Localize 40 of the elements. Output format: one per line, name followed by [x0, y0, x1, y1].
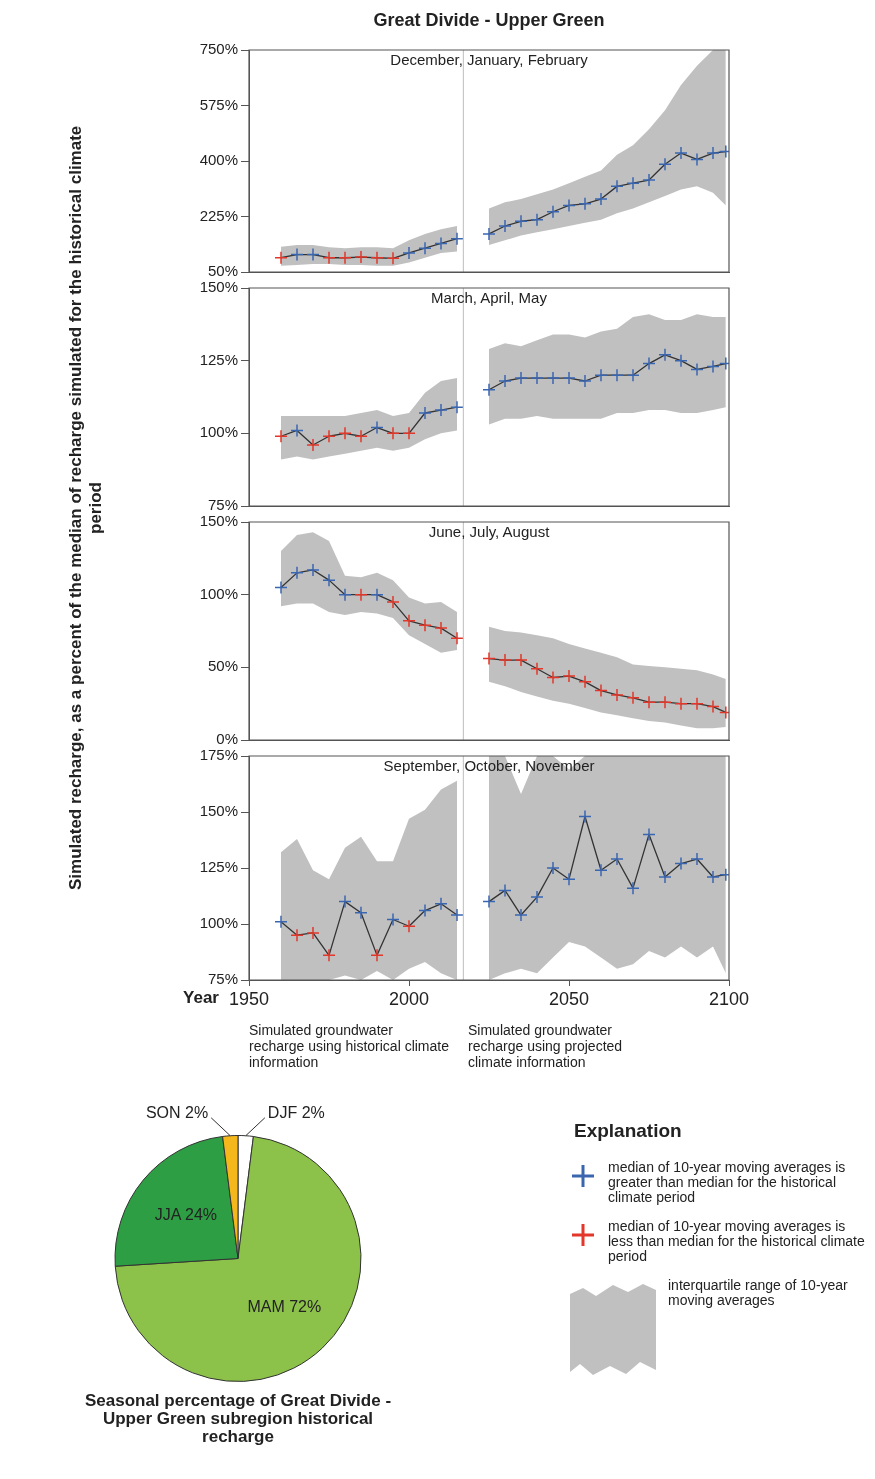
- y-tick-label: 125%: [199, 350, 238, 368]
- chart-title: March, April, May: [431, 288, 548, 306]
- x-axis-title: Year: [183, 988, 220, 1008]
- y-tick-label: 575%: [199, 95, 238, 113]
- y-tick-label: 100%: [199, 423, 238, 441]
- y-tick-label: 400%: [199, 151, 238, 169]
- y-tick-label: 50%: [207, 657, 238, 675]
- text: interquartile range of 10-year moving averages: [668, 1277, 849, 1308]
- y-tick-label: 150%: [199, 278, 238, 296]
- y-tick-label: 125%: [199, 858, 238, 876]
- slice-label: SON 2%: [145, 1104, 209, 1122]
- y-tick-label: 75%: [207, 496, 238, 514]
- text: Simulated groundwater recharge using projected climate information: [468, 1022, 624, 1070]
- text: Seasonal percentage of Great Divide - Upper Green subregion historical recharge: [83, 1390, 393, 1448]
- y-tick-label: 100%: [199, 914, 238, 932]
- text: Simulated groundwater recharge using historical climate information: [249, 1022, 449, 1070]
- y-tick-label: 175%: [199, 746, 238, 764]
- slice-label: JJA 24%: [154, 1205, 218, 1223]
- x-tick-label: 2100: [708, 988, 750, 1009]
- x-tick-label: 2000: [388, 988, 430, 1009]
- chart-title: June, July, August: [428, 522, 551, 540]
- x-tick-label: 1950: [228, 988, 270, 1009]
- chart-title: Great Divide - Upper Green: [372, 9, 606, 32]
- text: median of 10-year moving averages is less than median for the historical climate period: [608, 1218, 866, 1264]
- y-tick-label: 100%: [199, 584, 238, 602]
- y-tick-label: 150%: [199, 802, 238, 820]
- x-tick-label: 2050: [548, 988, 590, 1009]
- slice-label: DJF 2%: [267, 1104, 325, 1122]
- slice-label: MAM 72%: [247, 1298, 322, 1316]
- y-tick-label: 150%: [199, 512, 238, 530]
- y-tick-label: 50%: [207, 262, 238, 280]
- text: Explanation: [574, 1120, 683, 1142]
- y-axis-title: Simulated recharge, as a percent of the median of recharge simulated for the historical climate period: [66, 124, 106, 893]
- text: median of 10-year moving averages is greater than median for the historical climate period: [608, 1159, 847, 1205]
- y-tick-label: 75%: [207, 970, 238, 988]
- y-tick-label: 750%: [199, 40, 238, 58]
- y-tick-label: 225%: [199, 206, 238, 224]
- chart-title: September, October, November: [383, 756, 595, 774]
- chart-subtitle: December, January, February: [390, 50, 589, 68]
- y-tick-label: 0%: [216, 730, 238, 748]
